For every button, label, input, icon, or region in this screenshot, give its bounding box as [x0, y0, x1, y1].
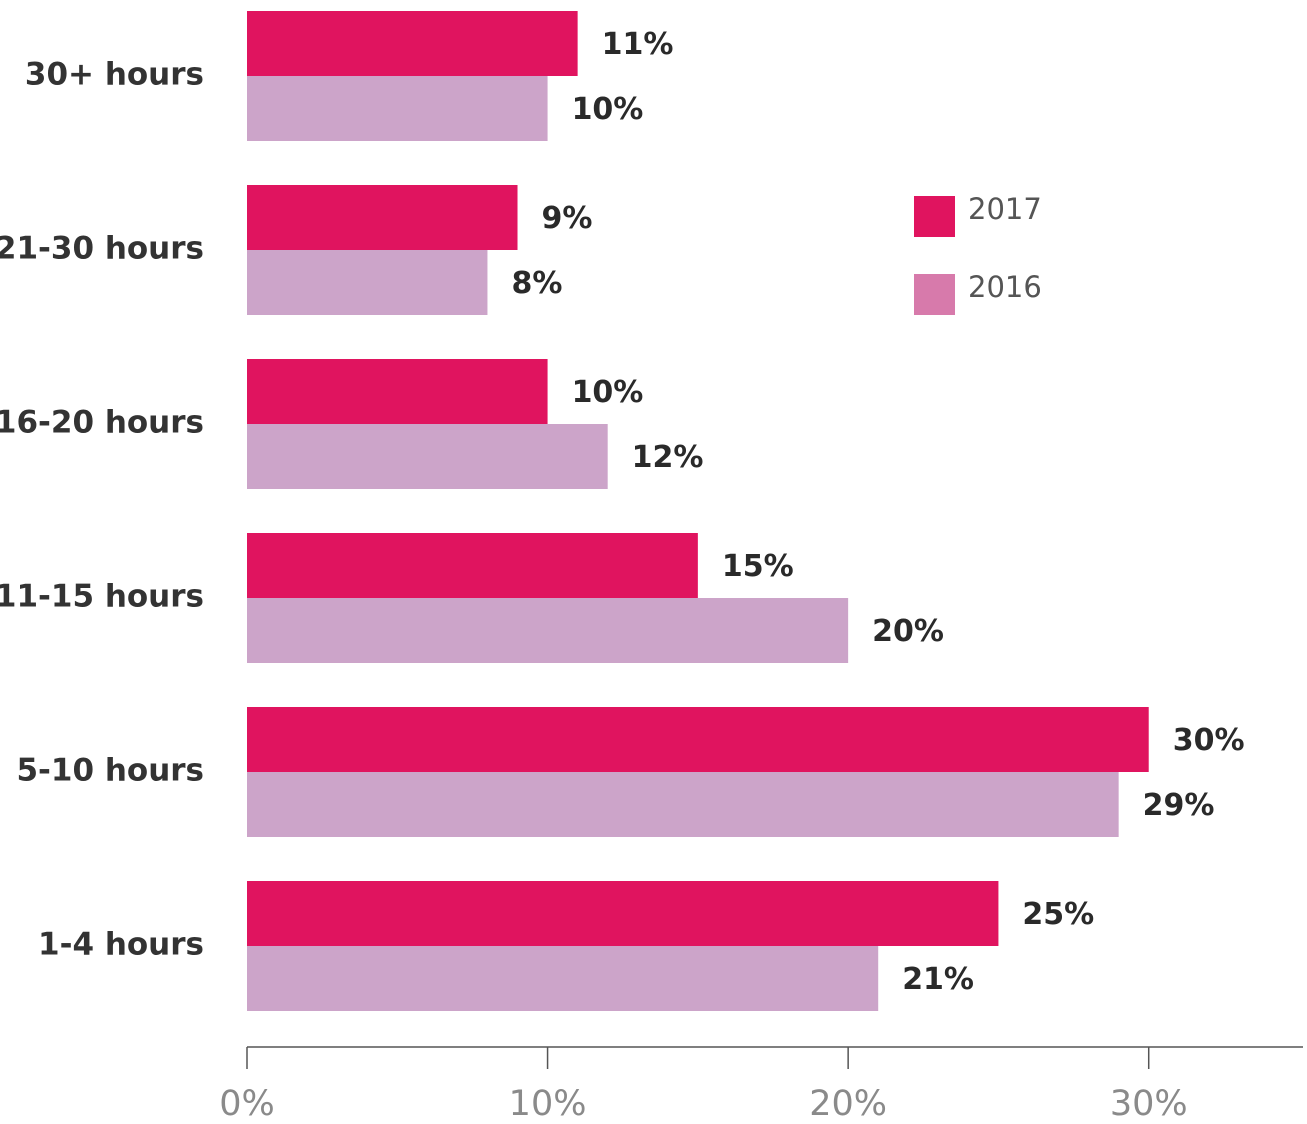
bar	[247, 185, 518, 250]
bar	[247, 881, 999, 946]
x-tick-label: 0%	[219, 1084, 275, 1124]
value-label: 12%	[632, 440, 704, 475]
category-label: 1-4 hours	[38, 927, 204, 963]
value-label: 25%	[1022, 897, 1094, 932]
bar	[247, 11, 578, 76]
value-label: 9%	[542, 201, 593, 236]
x-tick-label: 10%	[509, 1084, 587, 1124]
value-label: 15%	[722, 549, 794, 584]
category-label: 11-15 hours	[0, 579, 204, 615]
value-label: 20%	[872, 614, 944, 649]
category-label: 30+ hours	[25, 57, 204, 93]
bar	[247, 772, 1119, 837]
bar	[247, 250, 488, 315]
legend-swatch	[914, 274, 955, 315]
bar	[247, 424, 608, 489]
value-label: 21%	[902, 962, 974, 997]
value-label: 11%	[602, 27, 674, 62]
legend-swatch	[914, 196, 955, 237]
bar	[247, 946, 879, 1011]
value-label: 8%	[511, 266, 562, 301]
x-tick-label: 20%	[809, 1084, 887, 1124]
x-tick-label: 30%	[1110, 1084, 1188, 1124]
category-label: 21-30 hours	[0, 231, 204, 267]
bar	[247, 533, 698, 598]
value-label: 30%	[1173, 723, 1245, 758]
bar	[247, 707, 1149, 772]
value-label: 10%	[572, 375, 644, 410]
category-label: 16-20 hours	[0, 405, 204, 441]
legend-label: 2016	[968, 270, 1042, 304]
bar	[247, 359, 548, 424]
bar	[247, 76, 548, 141]
value-label: 29%	[1143, 788, 1215, 823]
category-label: 5-10 hours	[16, 753, 204, 789]
bar	[247, 598, 849, 663]
legend-label: 2017	[968, 192, 1042, 226]
value-label: 10%	[572, 92, 644, 127]
